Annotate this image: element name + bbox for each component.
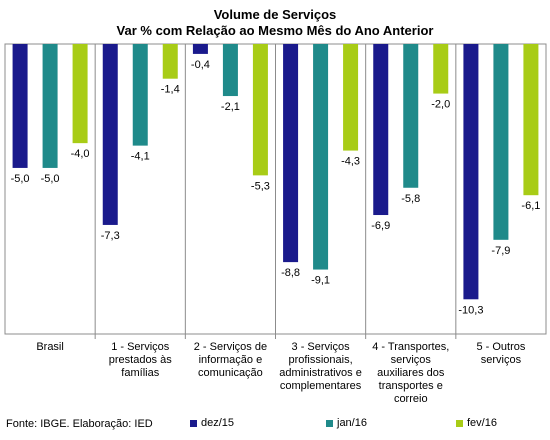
bar-fev/16-1 xyxy=(162,44,178,79)
data-label: -4,0 xyxy=(71,148,90,160)
category-label: 3 - Serviços profissionais, administrativo… xyxy=(279,341,362,392)
legend-label: dez/15 xyxy=(201,417,235,429)
data-label: -5,0 xyxy=(11,173,30,185)
chart-subtitle: Var % com Relação ao Mesmo Mês do Ano An… xyxy=(116,23,434,38)
bar-fev/16-0 xyxy=(72,44,88,144)
legend-swatch xyxy=(190,419,197,427)
bar-jan/16-3 xyxy=(313,44,329,270)
bar-dez/15-1 xyxy=(102,44,118,225)
legend-label: fev/16 xyxy=(467,417,497,429)
legend-label: jan/16 xyxy=(337,417,367,429)
legend-item: dez/15 xyxy=(190,417,234,429)
bar-jan/16-4 xyxy=(403,44,419,188)
data-label: -6,1 xyxy=(521,200,540,212)
data-label: -5,0 xyxy=(41,173,60,185)
data-label: -9,1 xyxy=(311,275,330,287)
category-label: 4 - Transportes, serviços auxiliares dos tr… xyxy=(372,341,450,405)
data-label: -4,1 xyxy=(131,151,150,163)
legend-swatch xyxy=(456,419,463,427)
bar-dez/15-0 xyxy=(12,44,28,168)
data-label: -2,1 xyxy=(221,101,240,113)
bar-jan/16-0 xyxy=(42,44,58,168)
data-label: -2,0 xyxy=(431,99,450,111)
bar-dez/15-2 xyxy=(192,44,208,54)
category-label: 5 - Outros serviços xyxy=(476,341,526,366)
data-label: -0,4 xyxy=(191,59,210,71)
data-label: -7,9 xyxy=(491,245,510,257)
category-label: Brasil xyxy=(36,341,64,353)
data-label: -10,3 xyxy=(458,304,483,316)
bar-fev/16-2 xyxy=(252,44,268,176)
bar-jan/16-2 xyxy=(222,44,238,97)
bar-fev/16-4 xyxy=(433,44,449,94)
bar-jan/16-1 xyxy=(132,44,148,146)
chart-title: Volume de Serviços xyxy=(213,7,337,22)
data-label: -4,3 xyxy=(341,156,360,168)
category-label: 2 - Serviços de informação e comunicação xyxy=(193,341,268,379)
legend-swatch xyxy=(326,419,333,427)
legend-item: jan/16 xyxy=(326,417,367,429)
data-label: -8,8 xyxy=(281,267,300,279)
legend-item: fev/16 xyxy=(456,417,497,429)
data-label: -1,4 xyxy=(161,84,180,96)
bar-fev/16-3 xyxy=(343,44,359,151)
source-note: Fonte: IBGE. Elaboração: IED xyxy=(6,418,153,430)
bar-dez/15-3 xyxy=(283,44,299,263)
data-label: -5,3 xyxy=(251,180,270,192)
data-label: -7,3 xyxy=(101,230,120,242)
bar-jan/16-5 xyxy=(493,44,509,240)
bar-dez/15-5 xyxy=(463,44,479,300)
bar-fev/16-5 xyxy=(523,44,539,196)
bar-dez/15-4 xyxy=(373,44,389,216)
data-label: -6,9 xyxy=(371,220,390,232)
category-label: 1 - Serviços prestados às famílias xyxy=(108,341,172,379)
data-label: -5,8 xyxy=(401,193,420,205)
